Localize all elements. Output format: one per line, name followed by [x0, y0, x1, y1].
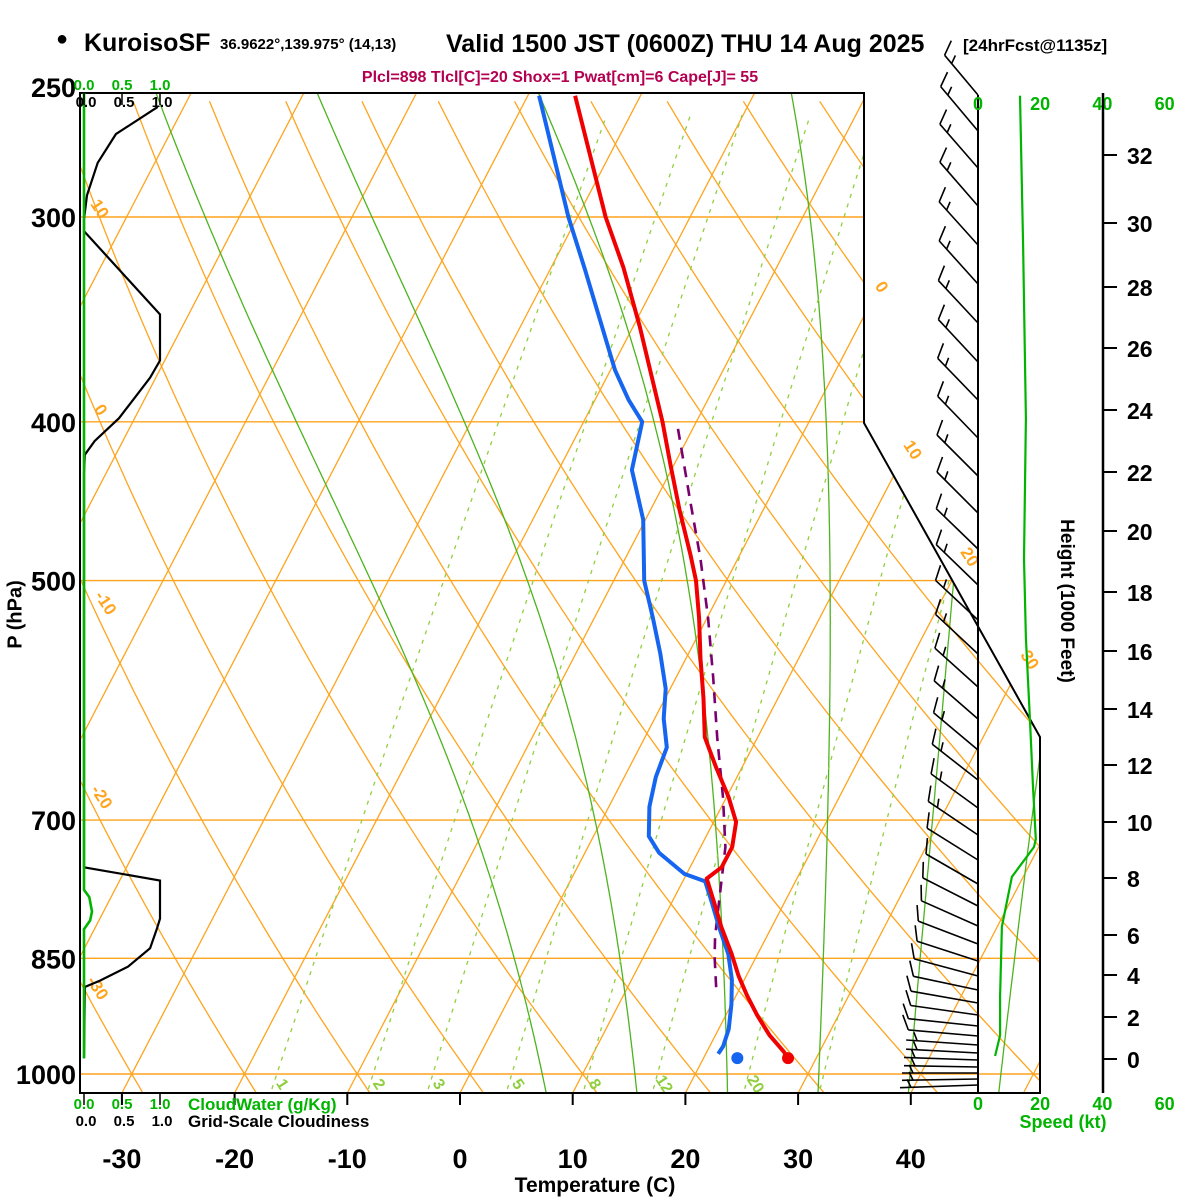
- svg-text:400: 400: [31, 408, 76, 438]
- svg-text:24: 24: [1127, 398, 1153, 424]
- svg-text:16: 16: [1127, 639, 1153, 665]
- cloudiness-scale-bottom-1: 1.0: [151, 1113, 173, 1130]
- svg-text:20: 20: [1030, 94, 1050, 114]
- svg-text:12: 12: [1127, 753, 1153, 779]
- cloudiness-axis-label: Grid-Scale Cloudiness: [188, 1112, 370, 1131]
- svg-text:-30: -30: [102, 1144, 141, 1174]
- cloudiness-scale-bottom-0: 0.0: [75, 1113, 97, 1130]
- svg-text:14: 14: [1127, 697, 1153, 723]
- temperature-axis-label: Temperature (C): [514, 1174, 676, 1197]
- svg-text:10: 10: [86, 196, 112, 222]
- svg-text:300: 300: [31, 203, 76, 233]
- cloudwater-scale-bottom-0: 0.0: [73, 1096, 95, 1113]
- station-name: KuroisoSF: [84, 29, 211, 57]
- svg-text:2: 2: [1127, 1005, 1140, 1031]
- cloudiness-scale-top-05: 0.5: [113, 94, 135, 111]
- svg-text:500: 500: [31, 567, 76, 597]
- svg-text:0: 0: [1127, 1047, 1140, 1073]
- svg-text:30: 30: [1016, 647, 1042, 673]
- svg-text:40: 40: [1092, 1094, 1112, 1114]
- cloudwater-axis-label: CloudWater (g/Kg): [188, 1095, 337, 1114]
- svg-text:26: 26: [1127, 336, 1153, 362]
- svg-text:4: 4: [1127, 963, 1140, 989]
- cloudwater-scale-top-05: 0.5: [111, 77, 133, 94]
- cloudiness-scale-top-1: 1.0: [151, 94, 173, 111]
- cloudwater-scale-top-1: 1.0: [149, 77, 171, 94]
- svg-text:30: 30: [783, 1144, 813, 1174]
- svg-text:250: 250: [31, 73, 76, 103]
- svg-text:60: 60: [1155, 94, 1175, 114]
- svg-text:-10: -10: [91, 588, 120, 619]
- svg-text:0: 0: [452, 1144, 467, 1174]
- svg-text:22: 22: [1127, 460, 1153, 486]
- speed-axis-label: Speed (kt): [1019, 1112, 1107, 1132]
- svg-text:60: 60: [1155, 1094, 1175, 1114]
- cloudiness-scale-bottom-05: 0.5: [113, 1113, 135, 1130]
- svg-text:20: 20: [1030, 1094, 1050, 1114]
- svg-text:-20: -20: [215, 1144, 254, 1174]
- svg-text:18: 18: [1127, 580, 1153, 606]
- height-axis-label: Height (1000 Feet): [1056, 519, 1077, 683]
- pressure-axis-label: P (hPa): [4, 580, 27, 649]
- forecast-note: [24hrFcst@1135z]: [963, 36, 1108, 55]
- svg-text:10: 10: [558, 1144, 588, 1174]
- svg-text:10: 10: [899, 437, 925, 463]
- station-coordinates: 36.9622°,139.975° (14,13): [220, 36, 397, 53]
- cloudiness-scale-top-0: 0.0: [75, 94, 97, 111]
- cloudwater-scale-bottom-1: 1.0: [149, 1096, 171, 1113]
- svg-text:-20: -20: [87, 782, 116, 813]
- svg-text:8: 8: [1127, 866, 1140, 892]
- svg-text:0: 0: [973, 1094, 983, 1114]
- svg-text:20: 20: [670, 1144, 700, 1174]
- svg-text:32: 32: [1127, 143, 1153, 169]
- stability-parameters: Plcl=898 Tlcl[C]=20 Shox=1 Pwat[cm]=6 Ca…: [361, 69, 759, 86]
- station-bullet-icon: ●: [56, 28, 69, 50]
- svg-text:1000: 1000: [16, 1060, 76, 1090]
- svg-text:0: 0: [973, 94, 983, 114]
- svg-text:700: 700: [31, 806, 76, 836]
- svg-text:20: 20: [1127, 519, 1153, 545]
- cloudwater-scale-bottom-05: 0.5: [111, 1096, 133, 1113]
- svg-text:40: 40: [896, 1144, 926, 1174]
- svg-text:28: 28: [1127, 275, 1153, 301]
- valid-time: Valid 1500 JST (0600Z) THU 14 Aug 2025: [446, 30, 925, 58]
- cloudwater-scale-top-0: 0.0: [73, 77, 95, 94]
- svg-text:0: 0: [90, 401, 111, 419]
- svg-text:30: 30: [1127, 211, 1153, 237]
- svg-text:6: 6: [1127, 923, 1140, 949]
- svg-text:850: 850: [31, 944, 76, 974]
- svg-text:0: 0: [871, 278, 892, 296]
- svg-text:10: 10: [1127, 810, 1153, 836]
- svg-text:-10: -10: [328, 1144, 367, 1174]
